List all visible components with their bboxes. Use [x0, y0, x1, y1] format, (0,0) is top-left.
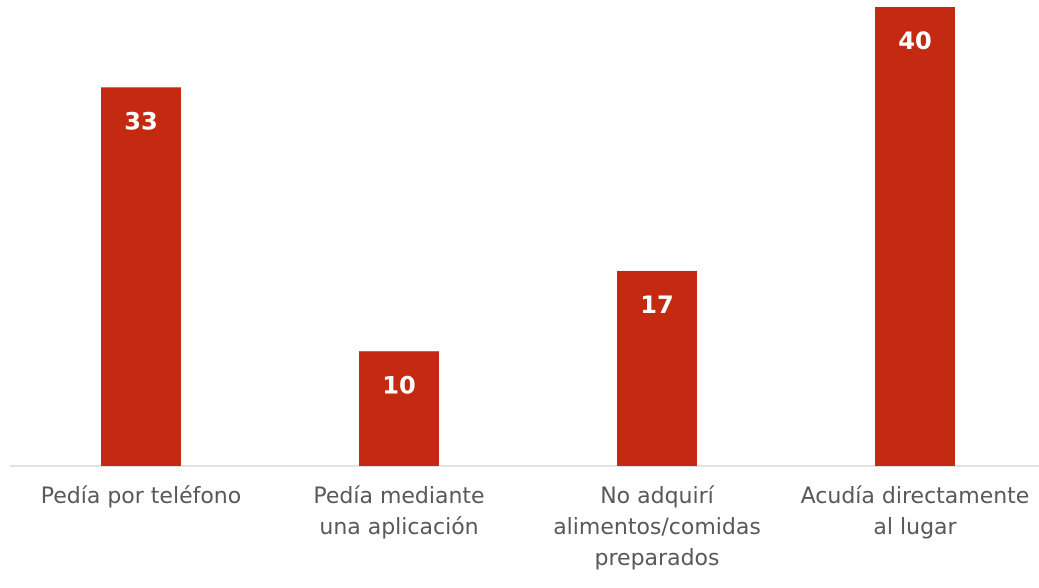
bar — [875, 7, 955, 466]
data-label: 17 — [640, 291, 673, 319]
data-label: 10 — [382, 371, 415, 399]
x-tick-label: Pedía por teléfono — [40, 484, 242, 509]
bar — [359, 351, 439, 466]
bar — [101, 87, 181, 466]
x-tick-label: Pedía mediante una aplicación — [313, 484, 485, 540]
data-label: 40 — [898, 27, 931, 55]
bar — [617, 270, 697, 466]
x-tick-label: No adquirí alimentos/comidas preparados — [553, 484, 761, 571]
data-label: 33 — [124, 107, 157, 135]
x-tick-label: Acudía directamente al lugar — [800, 484, 1030, 540]
